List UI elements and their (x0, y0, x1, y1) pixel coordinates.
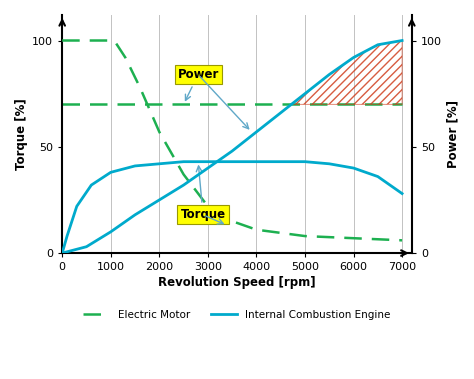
Y-axis label: Power [%]: Power [%] (446, 100, 459, 168)
X-axis label: Revolution Speed [rpm]: Revolution Speed [rpm] (158, 276, 316, 289)
Legend: Electric Motor, Internal Combustion Engine: Electric Motor, Internal Combustion Engi… (79, 306, 395, 324)
Text: Power: Power (177, 68, 219, 100)
Y-axis label: Torque [%]: Torque [%] (15, 98, 28, 170)
Text: Torque: Torque (181, 166, 226, 221)
